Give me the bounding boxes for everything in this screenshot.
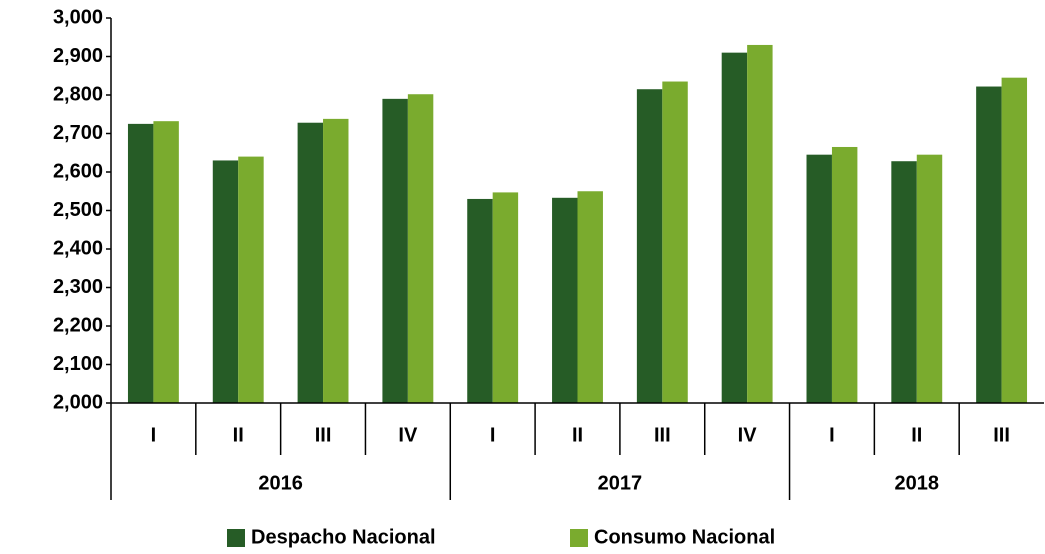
y-tick-label: 2,200 <box>53 314 103 336</box>
bar <box>831 146 858 403</box>
x-tick-label: IV <box>398 424 418 446</box>
bar <box>127 123 154 403</box>
x-tick-label: II <box>911 424 922 446</box>
x-tick-label: IV <box>738 424 758 446</box>
y-tick-label: 2,500 <box>53 199 103 221</box>
bar <box>492 192 519 403</box>
group-label: 2016 <box>258 472 303 494</box>
bar <box>552 197 578 403</box>
legend-label: Despacho Nacional <box>251 526 436 548</box>
y-tick-label: 2,400 <box>53 237 103 259</box>
x-tick-label: I <box>151 424 157 446</box>
bar <box>976 86 1002 403</box>
x-tick-label: III <box>993 424 1010 446</box>
bar <box>153 121 179 404</box>
x-tick-label: II <box>233 424 244 446</box>
bar <box>806 154 832 403</box>
bar <box>662 81 688 404</box>
y-tick-label: 2,000 <box>53 391 103 413</box>
y-tick-label: 2,100 <box>53 353 103 375</box>
group-label: 2017 <box>598 472 643 494</box>
bar <box>747 44 773 403</box>
y-tick-label: 2,600 <box>53 160 103 182</box>
bar <box>467 198 493 403</box>
bar <box>212 160 239 403</box>
x-tick-label: I <box>829 424 835 446</box>
group-label: 2018 <box>895 472 940 494</box>
bar <box>577 191 603 403</box>
y-tick-label: 2,300 <box>53 276 103 298</box>
legend-swatch <box>227 529 245 547</box>
x-tick-label: I <box>490 424 496 446</box>
bar <box>407 94 434 403</box>
x-tick-label: III <box>654 424 671 446</box>
bar <box>1001 77 1028 404</box>
y-tick-label: 3,000 <box>53 6 103 28</box>
legend-label: Consumo Nacional <box>594 526 775 548</box>
bar <box>238 156 264 403</box>
x-tick-label: III <box>315 424 332 446</box>
bar <box>323 118 349 404</box>
x-tick-label: II <box>572 424 583 446</box>
y-tick-label: 2,700 <box>53 122 103 144</box>
legend-swatch <box>570 529 588 547</box>
bar <box>382 98 408 403</box>
bar <box>636 89 663 403</box>
bar <box>721 52 748 404</box>
y-tick-label: 2,800 <box>53 83 103 105</box>
bar <box>297 122 324 403</box>
bar <box>891 161 917 403</box>
bar <box>916 154 943 403</box>
y-tick-label: 2,900 <box>53 45 103 67</box>
